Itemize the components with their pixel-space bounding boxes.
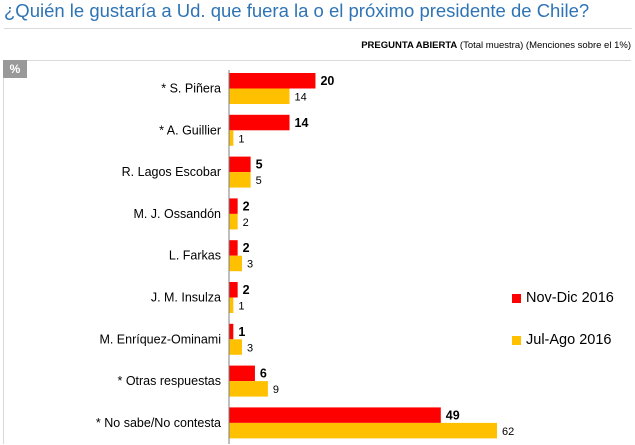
bar-jul-ago-2016 [229, 381, 268, 397]
bar-nov-dic-2016 [229, 73, 316, 89]
data-label: 20 [320, 74, 334, 88]
bar-nov-dic-2016 [229, 407, 441, 423]
data-label: 5 [256, 175, 262, 187]
percent-badge: % [3, 60, 27, 78]
category-label: J. M. Insulza [151, 291, 221, 305]
data-label: 2 [243, 241, 250, 255]
bar-jul-ago-2016 [229, 213, 238, 230]
chart-title: ¿Quién le gustaría a Ud. que fuera la o … [4, 0, 590, 21]
bar-nov-dic-2016 [229, 114, 290, 131]
question-note: PREGUNTA ABIERTA (Total muestra) (Mencio… [361, 40, 631, 51]
bar-jul-ago-2016 [229, 422, 497, 439]
data-label: 14 [295, 116, 309, 130]
data-label: 3 [247, 259, 253, 271]
data-label: 6 [260, 367, 267, 381]
bar-jul-ago-2016 [229, 297, 234, 313]
category-label: * S. Piñera [161, 82, 221, 96]
data-label: 49 [446, 408, 460, 422]
bar-nov-dic-2016 [229, 282, 238, 298]
data-label: 2 [243, 199, 250, 213]
bar-jul-ago-2016 [229, 339, 242, 355]
data-label: 2 [243, 283, 250, 297]
legend-swatch-series-2 [512, 335, 521, 345]
bar-nov-dic-2016 [229, 365, 255, 382]
category-label: * No sabe/No contesta [96, 416, 221, 430]
bar-jul-ago-2016 [229, 88, 290, 104]
legend-item-series-1: Nov-Dic 2016 [512, 290, 614, 306]
data-label: 2 [243, 217, 249, 229]
bar-nov-dic-2016 [229, 240, 238, 256]
legend: Nov-Dic 2016 Jul-Ago 2016 [512, 290, 614, 374]
data-label: 9 [273, 384, 279, 396]
title-divider [4, 28, 632, 29]
chart-frame [3, 60, 631, 444]
data-label: 5 [256, 158, 263, 172]
question-scope: (Total muestra) (Menciones sobre el 1%) [457, 40, 631, 51]
category-label: R. Lagos Escobar [122, 165, 221, 179]
question-type: PREGUNTA ABIERTA [361, 40, 458, 51]
category-label: * Otras respuestas [117, 374, 221, 388]
bar-nov-dic-2016 [229, 198, 238, 214]
category-label: M. Enríquez-Ominami [99, 332, 221, 346]
bar-jul-ago-2016 [229, 130, 234, 146]
bar-nov-dic-2016 [229, 156, 251, 173]
data-label: 3 [247, 342, 253, 354]
data-label: 1 [238, 301, 244, 313]
category-label: * A. Guillier [159, 123, 221, 137]
category-label: M. J. Ossandón [133, 207, 221, 221]
data-label: 1 [238, 133, 244, 145]
legend-item-series-2: Jul-Ago 2016 [512, 332, 614, 348]
data-label: 62 [502, 426, 514, 438]
bar-nov-dic-2016 [229, 323, 234, 340]
legend-label-series-2: Jul-Ago 2016 [526, 332, 612, 348]
bar-jul-ago-2016 [229, 255, 242, 272]
legend-label-series-1: Nov-Dic 2016 [526, 290, 614, 306]
category-label: L. Farkas [169, 249, 221, 263]
data-label: 1 [238, 325, 245, 339]
legend-swatch-series-1 [512, 293, 521, 303]
bar-jul-ago-2016 [229, 172, 251, 188]
data-label: 14 [295, 92, 307, 104]
